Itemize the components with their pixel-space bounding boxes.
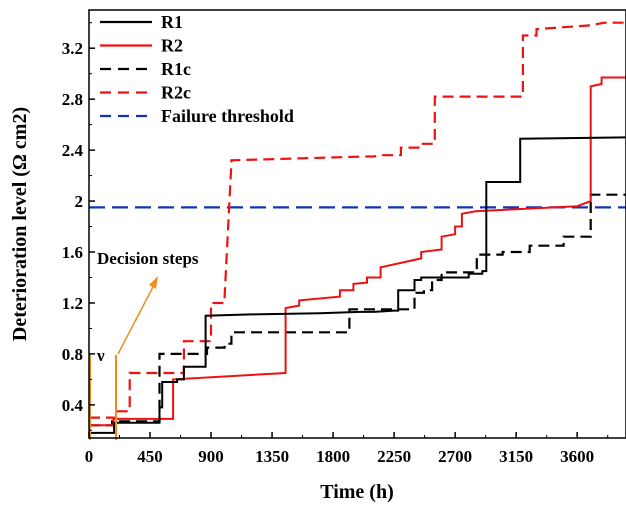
x-tick-label: 900 [198, 447, 224, 466]
y-tick-label: 3.2 [62, 39, 83, 58]
legend-label: R2c [161, 83, 191, 103]
x-tick-label: 1350 [255, 447, 289, 466]
series-layer [89, 21, 626, 434]
decision-steps-label: Decision steps [97, 249, 199, 268]
series-r1c [89, 193, 626, 427]
annotation-layer: ν Decision steps [89, 249, 199, 440]
y-tick-label: 1.2 [62, 294, 83, 313]
y-tick-label: 2.4 [62, 141, 84, 160]
legend-label: Failure threshold [161, 106, 294, 126]
y-tick-label: 1.6 [62, 243, 83, 262]
decision-steps-arrowhead [149, 276, 158, 289]
decision-steps-arrow [117, 282, 156, 355]
nu-label: ν [96, 346, 105, 365]
axes-layer [88, 9, 626, 439]
legend-label: R1 [161, 12, 183, 32]
plot-frame [88, 9, 626, 439]
y-tick-label: 2 [75, 192, 84, 211]
y-tick-label: 0.4 [62, 396, 84, 415]
x-axis-title: Time (h) [320, 481, 394, 503]
x-tick-label: 0 [85, 447, 94, 466]
legend: R1 R2 R1c R2c Failure threshold [100, 12, 294, 126]
series-r1 [89, 136, 626, 434]
x-tick-label: 3600 [560, 447, 594, 466]
legend-label: R2 [161, 36, 183, 56]
y-tick-label: 2.8 [62, 90, 83, 109]
x-tick-label: 2700 [438, 447, 472, 466]
x-tick-label: 2250 [377, 447, 411, 466]
x-tick-label: 1800 [316, 447, 350, 466]
x-axis: 0 450 900 1350 1800 2250 2700 3150 3600 [85, 432, 609, 466]
x-tick-label: 3150 [499, 447, 533, 466]
x-tick-label: 450 [137, 447, 163, 466]
y-tick-label: 0.8 [62, 345, 83, 364]
y-axis: 0.4 0.8 1.2 1.6 2 2.4 2.8 3.2 [62, 22, 95, 431]
legend-label: R1c [161, 59, 191, 79]
y-axis-title: Deterioration level (Ω cm2) [9, 107, 31, 341]
series-r2 [89, 76, 626, 427]
